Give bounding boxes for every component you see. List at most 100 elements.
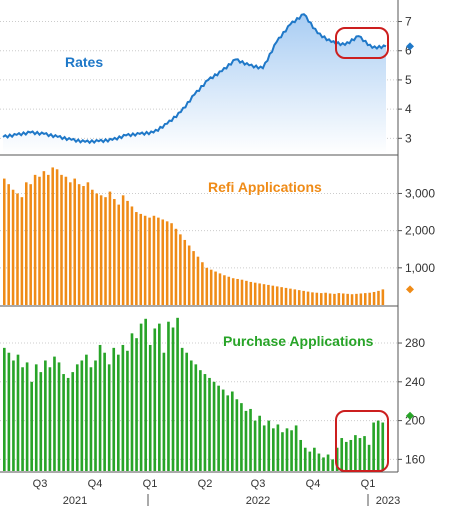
bar xyxy=(192,251,195,305)
bar xyxy=(11,189,15,305)
bar xyxy=(91,189,94,305)
bar xyxy=(3,347,6,471)
rates-area-fill xyxy=(3,14,386,155)
bar xyxy=(344,441,348,471)
refi-y-tick-label: 2,000 xyxy=(405,224,435,238)
rates-last-value-marker xyxy=(406,42,414,51)
bar xyxy=(116,354,120,471)
bar xyxy=(372,422,375,471)
bar xyxy=(280,287,283,305)
bar xyxy=(214,271,217,305)
bar xyxy=(326,454,330,471)
bar xyxy=(117,204,121,305)
bar xyxy=(354,435,357,471)
bar xyxy=(73,178,76,305)
bar xyxy=(179,234,182,305)
bar xyxy=(306,291,310,305)
bar xyxy=(187,245,191,305)
bar xyxy=(299,439,303,471)
bar xyxy=(57,362,61,471)
bar xyxy=(331,459,334,471)
bar xyxy=(153,328,157,471)
bar xyxy=(231,278,235,305)
bar xyxy=(208,377,211,471)
purchase-y-tick-label: 280 xyxy=(405,336,425,350)
bar xyxy=(209,269,213,305)
refi-panel: 1,000 2,000 3,000 Refi Applications xyxy=(0,167,435,305)
bar xyxy=(12,360,15,471)
purchase-bars xyxy=(3,317,385,471)
bar xyxy=(53,356,56,471)
bar xyxy=(30,381,33,471)
bar xyxy=(381,289,385,305)
x-year-2023: 2023 xyxy=(376,495,400,507)
bar xyxy=(253,282,257,305)
bar xyxy=(322,457,325,471)
bar xyxy=(315,292,319,305)
bar xyxy=(135,338,138,471)
bar xyxy=(285,428,289,471)
bar xyxy=(3,178,6,305)
refi-last-value-marker xyxy=(406,285,414,294)
bar xyxy=(313,447,316,471)
bar xyxy=(275,286,279,305)
x-tick-q3-2021: Q3 xyxy=(33,478,48,490)
bar xyxy=(221,389,225,471)
x-tick-q4-2021: Q4 xyxy=(88,478,103,490)
bar xyxy=(20,197,24,305)
bar xyxy=(176,317,179,471)
bar xyxy=(258,415,261,471)
bar xyxy=(289,288,292,305)
refi-y-tick-label: 1,000 xyxy=(405,261,435,275)
x-tick-q4-2022: Q4 xyxy=(306,478,321,490)
bar xyxy=(130,333,134,471)
bar xyxy=(121,195,125,305)
bar xyxy=(82,186,85,305)
bar xyxy=(44,360,47,471)
bar xyxy=(258,283,261,305)
bar xyxy=(126,200,129,305)
bar xyxy=(47,174,50,305)
bar xyxy=(240,279,244,305)
bar xyxy=(148,217,151,305)
bar xyxy=(85,354,88,471)
bar xyxy=(227,276,231,305)
refi-gridlines xyxy=(0,192,398,269)
bar xyxy=(167,321,170,471)
bar xyxy=(77,184,81,305)
refi-y-ticks: 1,000 2,000 3,000 xyxy=(398,186,435,275)
bar xyxy=(349,439,353,471)
bar xyxy=(66,377,70,471)
bar xyxy=(337,293,341,305)
purchase-gridlines xyxy=(0,342,398,460)
bar xyxy=(75,364,79,471)
bar xyxy=(143,215,147,305)
panel-frames xyxy=(0,0,399,473)
bar xyxy=(249,281,253,305)
bar xyxy=(29,184,32,305)
bar xyxy=(113,199,116,305)
rates-y-tick-label: 6 xyxy=(405,44,412,58)
bar xyxy=(89,367,93,471)
purchase-y-tick-label: 240 xyxy=(405,375,425,389)
bar xyxy=(253,420,257,471)
bar xyxy=(363,436,366,471)
bar xyxy=(317,453,321,471)
bar xyxy=(333,293,336,305)
bar xyxy=(340,438,344,471)
bar xyxy=(262,425,266,471)
bar xyxy=(148,344,152,471)
refi-y-tick-label: 3,000 xyxy=(405,186,435,200)
bar xyxy=(271,285,275,305)
bar xyxy=(103,352,106,471)
refi-bars xyxy=(3,167,385,305)
bar xyxy=(226,395,230,471)
bar xyxy=(51,167,54,305)
x-tick-q3-2022: Q3 xyxy=(251,478,266,490)
bar xyxy=(185,352,189,471)
bar xyxy=(69,182,72,305)
bar xyxy=(162,352,166,471)
bar xyxy=(335,447,339,471)
bar xyxy=(205,267,209,305)
